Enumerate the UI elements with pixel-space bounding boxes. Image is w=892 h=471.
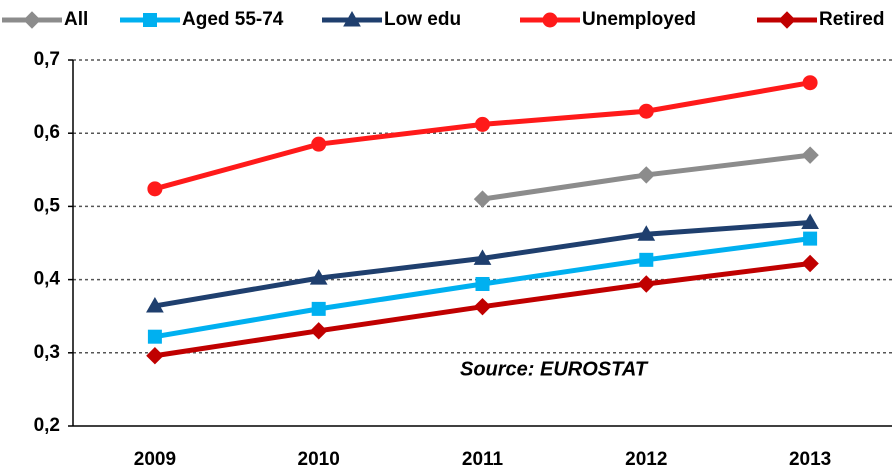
point xyxy=(637,166,656,184)
x-tick-label: 2009 xyxy=(134,449,176,470)
point xyxy=(146,347,164,365)
point xyxy=(473,297,492,316)
point xyxy=(637,275,656,293)
legend-marker xyxy=(143,13,157,27)
point xyxy=(639,252,654,267)
point xyxy=(147,181,163,197)
y-tick-label: 0,4 xyxy=(34,269,61,290)
point xyxy=(801,146,819,164)
y-tick-label: 0,2 xyxy=(34,415,60,436)
point xyxy=(801,254,819,273)
y-tick-label: 0,3 xyxy=(34,342,60,363)
point xyxy=(311,301,326,316)
legend-marker xyxy=(778,11,796,29)
annotation: Source: EUROSTAT xyxy=(460,358,649,380)
point xyxy=(473,190,492,208)
point xyxy=(309,269,328,285)
legend-label: Retired xyxy=(819,9,884,30)
point xyxy=(475,116,490,132)
x-tick-label: 2010 xyxy=(298,449,340,470)
x-tick-label: 2013 xyxy=(789,449,831,470)
point xyxy=(147,329,162,344)
y-tick-label: 0,6 xyxy=(34,122,60,143)
legend-label: Aged 55-74 xyxy=(182,9,284,30)
point xyxy=(802,75,818,91)
legend-marker xyxy=(23,11,41,29)
point xyxy=(638,103,654,119)
point xyxy=(637,225,656,241)
legend-label: Low edu xyxy=(384,9,461,30)
legend-marker xyxy=(542,12,558,28)
y-tick-label: 0,7 xyxy=(34,49,60,70)
point xyxy=(309,322,328,340)
point xyxy=(475,276,490,291)
point xyxy=(473,249,492,265)
legend-marker xyxy=(343,10,361,27)
x-tick-label: 2012 xyxy=(625,449,667,470)
legend-label: Unemployed xyxy=(582,9,696,30)
legend-label: All xyxy=(64,9,88,30)
series-line xyxy=(154,80,811,192)
point xyxy=(311,136,327,152)
point xyxy=(146,296,164,313)
point xyxy=(803,231,818,246)
point xyxy=(801,213,819,230)
x-tick-label: 2011 xyxy=(462,449,504,470)
y-tick-label: 0,5 xyxy=(34,195,61,216)
